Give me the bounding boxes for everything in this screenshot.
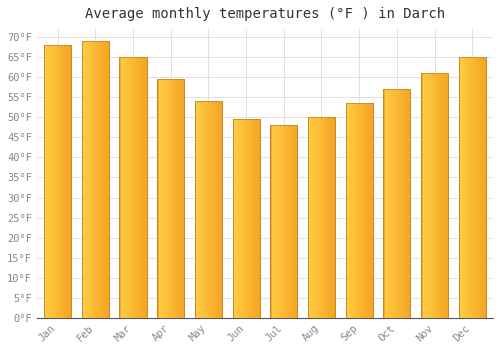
Bar: [82, 41, 109, 318]
Bar: [44, 45, 71, 318]
Bar: [384, 89, 410, 318]
Bar: [421, 73, 448, 318]
Bar: [195, 101, 222, 318]
Title: Average monthly temperatures (°F ) in Darch: Average monthly temperatures (°F ) in Da…: [85, 7, 445, 21]
Bar: [120, 57, 146, 318]
Bar: [346, 103, 373, 318]
Bar: [44, 45, 71, 318]
Bar: [458, 57, 486, 318]
Bar: [270, 125, 297, 318]
Bar: [421, 73, 448, 318]
Bar: [308, 117, 335, 318]
Bar: [232, 119, 260, 318]
Bar: [270, 125, 297, 318]
Bar: [232, 119, 260, 318]
Bar: [157, 79, 184, 318]
Bar: [458, 57, 486, 318]
Bar: [384, 89, 410, 318]
Bar: [120, 57, 146, 318]
Bar: [195, 101, 222, 318]
Bar: [346, 103, 373, 318]
Bar: [82, 41, 109, 318]
Bar: [308, 117, 335, 318]
Bar: [157, 79, 184, 318]
